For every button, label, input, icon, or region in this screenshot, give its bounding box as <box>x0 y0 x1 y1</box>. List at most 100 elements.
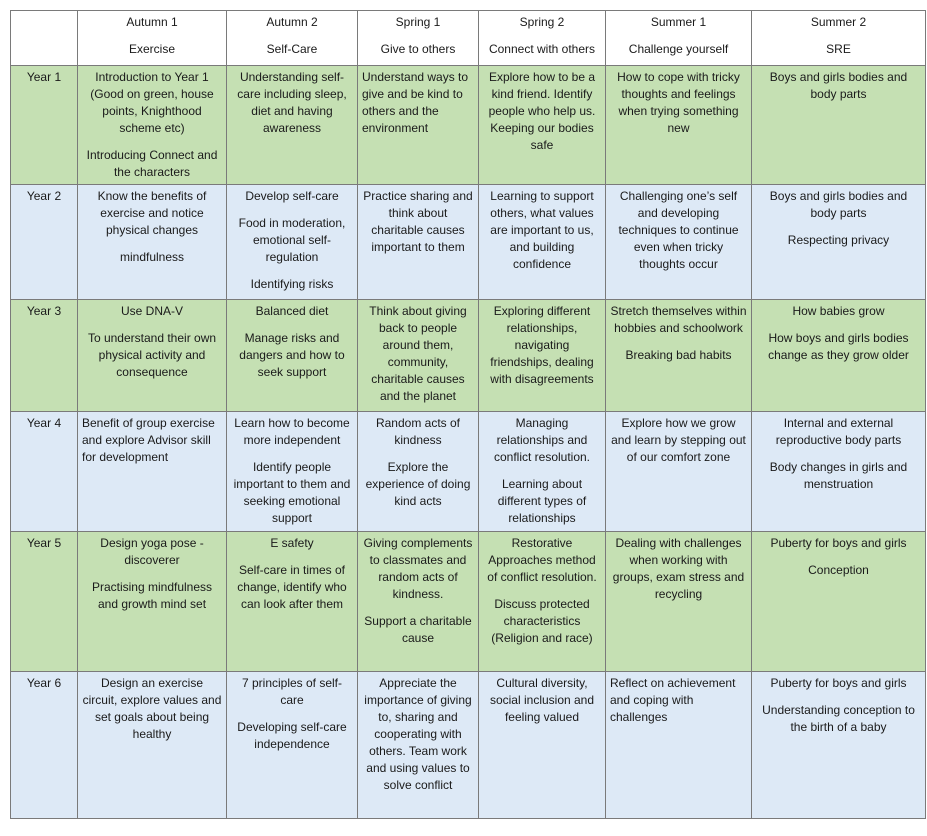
topic-text: Internal and external reproductive body … <box>775 416 902 447</box>
curriculum-table-lower: Year 5 Design yoga pose - discoverer Pract… <box>10 531 926 819</box>
topic-text: mindfulness <box>119 250 185 264</box>
year-cell: Year 2 <box>10 184 78 300</box>
topic-cell: Appreciate the importance of giving to, … <box>357 671 479 819</box>
topic-text: Respecting privacy <box>787 233 890 247</box>
topic-cell: E safety Self-care in times of change, id… <box>226 531 358 672</box>
topic-text: Cultural diversity, social inclusion and… <box>489 676 595 724</box>
year-cell: Year 5 <box>10 531 78 672</box>
topic-text: Practising mindfulness and growth mind s… <box>91 580 213 611</box>
topic-cell: Develop self-care Food in moderation, emo… <box>226 184 358 300</box>
topic-text: Boys and girls bodies and body parts <box>769 70 908 101</box>
topic-text: Breaking bad habits <box>625 348 732 362</box>
table-row: Year 3 Use DNA-V To understand their own p… <box>10 299 926 412</box>
topic-text: How to cope with tricky thoughts and fee… <box>617 70 740 135</box>
topic-cell: Giving complements to classmates and ran… <box>357 531 479 672</box>
topic-cell: Boys and girls bodies and body parts Resp… <box>751 184 926 300</box>
topic-text: Giving complements to classmates and ran… <box>363 536 473 601</box>
year-label: Year 3 <box>26 304 62 318</box>
topic-cell: Stretch themselves within hobbies and sc… <box>605 299 752 412</box>
topic-cell: Practice sharing and think about charita… <box>357 184 479 300</box>
year-label: Year 5 <box>26 536 62 550</box>
topic-text: How boys and girls bodies change as they… <box>768 331 909 362</box>
year-label: Year 6 <box>26 676 62 690</box>
topic-text: Support a charitable cause <box>364 614 472 645</box>
topic-cell: Design an exercise circuit, explore valu… <box>77 671 227 819</box>
topic-cell: Managing relationships and conflict reso… <box>478 411 606 534</box>
topic-cell: Benefit of group exercise and explore Ad… <box>77 411 227 534</box>
topic-text: Random acts of kindness <box>375 416 461 447</box>
topic-text: Identify people important to them and se… <box>233 460 351 525</box>
table-row: Year 2 Know the benefits of exercise and … <box>10 184 926 300</box>
topic-cell: Think about giving back to people around… <box>357 299 479 412</box>
topic-cell: Explore how we grow and learn by steppin… <box>605 411 752 534</box>
topic-cell: Learning to support others, what values … <box>478 184 606 300</box>
header-row: Autumn 1 Exercise Autumn 2 Self-Care Spring … <box>10 10 926 66</box>
year-cell: Year 6 <box>10 671 78 819</box>
topic-cell: Restorative Approaches method of conflic… <box>478 531 606 672</box>
topic-text: Design yoga pose - discoverer <box>100 536 204 567</box>
topic-cell: 7 principles of self-care Developing self… <box>226 671 358 819</box>
table-row: Year 6 Design an exercise circuit, explor… <box>10 671 926 819</box>
table-row: Year 5 Design yoga pose - discoverer Pract… <box>10 531 926 672</box>
topic-text: Develop self-care <box>245 189 339 203</box>
theme-label: Give to others <box>380 42 456 56</box>
topic-text: Introducing Connect and the characters <box>86 148 218 179</box>
header-cell: Autumn 1 Exercise <box>77 10 227 66</box>
topic-cell: Use DNA-V To understand their own physica… <box>77 299 227 412</box>
topic-text: Appreciate the importance of giving to, … <box>364 676 472 792</box>
table-row: Year 1 Introduction to Year 1 (Good on gr… <box>10 65 926 185</box>
topic-text: Understand ways to give and be kind to o… <box>362 70 469 135</box>
topic-text: 7 principles of self-care <box>241 676 343 707</box>
topic-text: Manage risks and dangers and how to seek… <box>239 331 345 379</box>
term-label: Autumn 1 <box>126 15 178 29</box>
header-cell: Summer 1 Challenge yourself <box>605 10 752 66</box>
topic-text: Learn how to become more independent <box>234 416 350 447</box>
topic-text: Explore how we grow and learn by steppin… <box>611 416 746 464</box>
topic-text: Puberty for boys and girls <box>770 536 907 550</box>
topic-text: Learning to support others, what values … <box>490 189 594 271</box>
topic-text: Stretch themselves within hobbies and sc… <box>610 304 747 335</box>
topic-text: Developing self-care independence <box>237 720 347 751</box>
topic-cell: Internal and external reproductive body … <box>751 411 926 534</box>
topic-text: Identifying risks <box>250 277 334 291</box>
topic-text: Balanced diet <box>255 304 329 318</box>
year-cell: Year 1 <box>10 65 78 185</box>
topic-cell: Puberty for boys and girls Understanding … <box>751 671 926 819</box>
topic-text: Use DNA-V <box>120 304 183 318</box>
topic-text: To understand their own physical activit… <box>87 331 217 379</box>
topic-cell: Design yoga pose - discoverer Practising … <box>77 531 227 672</box>
topic-cell: Puberty for boys and girls Conception <box>751 531 926 672</box>
term-label: Autumn 2 <box>266 15 318 29</box>
topic-cell: Understanding self-care including sleep,… <box>226 65 358 185</box>
topic-text: Understanding conception to the birth of… <box>762 703 915 734</box>
topic-text: Managing relationships and conflict reso… <box>493 416 591 464</box>
theme-label: SRE <box>826 42 851 56</box>
topic-cell: Reflect on achievement and coping with c… <box>605 671 752 819</box>
topic-text: Learning about different types of relati… <box>497 477 587 525</box>
year-label: Year 1 <box>26 70 62 84</box>
topic-text: Exploring different relationships, navig… <box>490 304 594 386</box>
topic-text: Practice sharing and think about charita… <box>363 189 473 254</box>
term-label: Summer 1 <box>650 15 707 29</box>
topic-cell: Explore how to be a kind friend. Identif… <box>478 65 606 185</box>
topic-cell: How babies grow How boys and girls bodies… <box>751 299 926 412</box>
theme-label: Exercise <box>128 42 175 56</box>
topic-text: Know the benefits of exercise and notice… <box>97 189 207 237</box>
header-cell: Autumn 2 Self-Care <box>226 10 358 66</box>
topic-text: Boys and girls bodies and body parts <box>769 189 908 220</box>
header-cell: Spring 2 Connect with others <box>478 10 606 66</box>
topic-cell: Dealing with challenges when working wit… <box>605 531 752 672</box>
topic-text: Explore how to be a kind friend. Identif… <box>488 70 596 152</box>
term-label: Spring 1 <box>395 15 441 29</box>
topic-text: Conception <box>808 563 869 577</box>
topic-text: Challenging one’s self and developing te… <box>618 189 739 271</box>
topic-text: How babies grow <box>792 304 885 318</box>
topic-cell: Boys and girls bodies and body parts <box>751 65 926 185</box>
theme-label: Self-Care <box>266 42 318 56</box>
topic-cell: Exploring different relationships, navig… <box>478 299 606 412</box>
year-label: Year 4 <box>26 416 62 430</box>
topic-text: Think about giving back to people around… <box>369 304 467 403</box>
topic-cell: Know the benefits of exercise and notice… <box>77 184 227 300</box>
term-label: Spring 2 <box>519 15 565 29</box>
table-row: Year 4 Benefit of group exercise and expl… <box>10 411 926 534</box>
